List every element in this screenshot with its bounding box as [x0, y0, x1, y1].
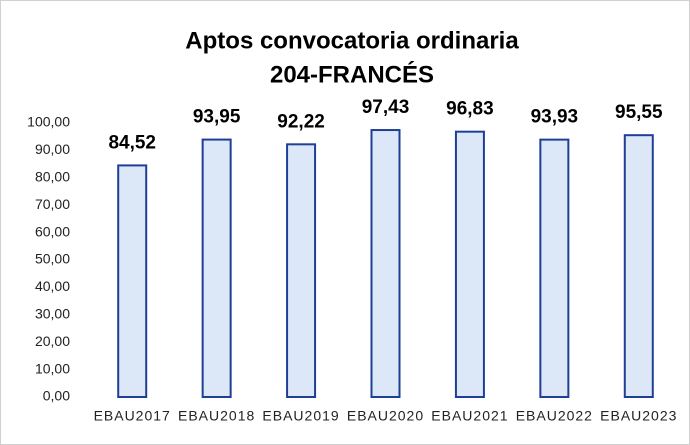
data-label: 95,55	[615, 102, 663, 123]
y-tick-label: 0,00	[43, 388, 70, 404]
y-tick-label: 20,00	[35, 333, 70, 349]
chart-subtitle: 204-FRANCÉS	[270, 60, 434, 88]
y-tick-label: 100,00	[27, 114, 70, 130]
x-tick-label: EBAU2020	[347, 408, 424, 424]
bar	[370, 129, 401, 398]
bar	[454, 130, 485, 399]
x-tick-label: EBAU2018	[178, 408, 255, 424]
bar	[201, 138, 232, 398]
data-label: 92,22	[277, 111, 325, 132]
y-tick-label: 80,00	[35, 169, 70, 185]
y-tick-label: 60,00	[35, 223, 70, 239]
y-tick-label: 90,00	[35, 141, 70, 157]
bar	[539, 138, 570, 398]
bar	[286, 143, 317, 398]
x-tick-label: EBAU2019	[262, 408, 339, 424]
chart-title: Aptos convocatoria ordinaria	[185, 27, 519, 54]
x-tick-label: EBAU2022	[516, 408, 593, 424]
x-tick-label: EBAU2021	[431, 408, 508, 424]
x-tick-label: EBAU2017	[94, 408, 171, 424]
x-tick-label: EBAU2023	[600, 408, 677, 424]
y-tick-label: 70,00	[35, 196, 70, 212]
data-label: 97,43	[362, 97, 410, 118]
y-tick-label: 30,00	[35, 306, 70, 322]
bar	[117, 164, 148, 398]
data-label: 93,93	[531, 107, 579, 128]
y-tick-label: 10,00	[35, 360, 70, 376]
y-tick-label: 50,00	[35, 251, 70, 267]
bar	[623, 134, 654, 398]
data-label: 96,83	[446, 99, 494, 120]
y-tick-label: 40,00	[35, 278, 70, 294]
data-label: 93,95	[193, 107, 241, 128]
data-label: 84,52	[108, 132, 156, 153]
